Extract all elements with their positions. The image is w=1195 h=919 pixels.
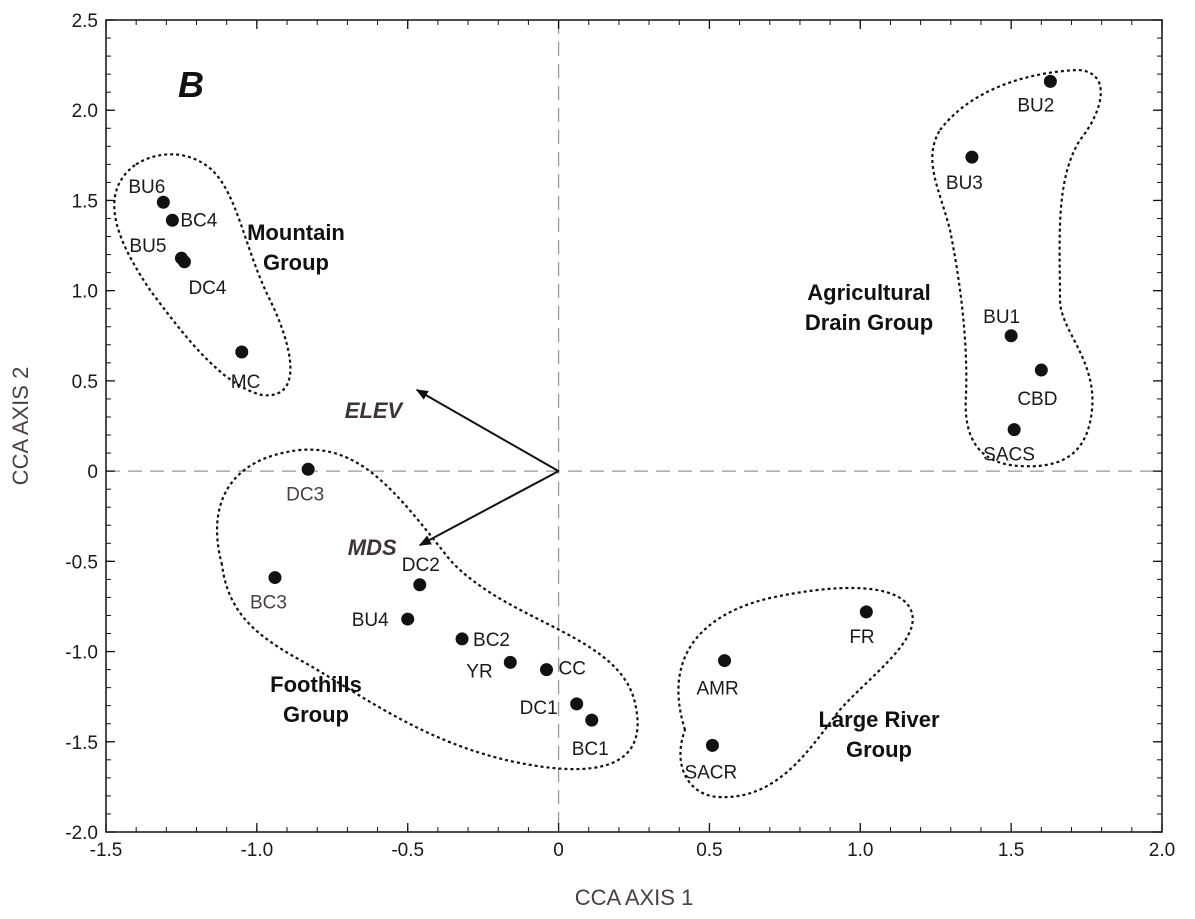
point-label-mc: MC [231, 372, 261, 393]
axis-ticks: -1.5 -1.0 -0.5 0 0.5 1.0 1.5 2.0 2.5 2.0 1.5 1.0 0.5… [65, 11, 1175, 861]
group-label-line: Group [263, 250, 329, 275]
y-tick-label: -2.0 [65, 823, 98, 844]
point-label-bu2: BU2 [1017, 95, 1054, 116]
group-label: Mountain Group [247, 220, 345, 275]
point-label-amr: AMR [697, 679, 739, 700]
group-labels: Mountain Group Foothills Group Large River Gr… [247, 220, 940, 762]
group-label: Foothills Group [270, 672, 362, 727]
point-bc1 [585, 713, 599, 727]
point-label-cbd: CBD [1017, 389, 1057, 410]
point-dc1 [570, 697, 584, 711]
point-dc2 [413, 578, 427, 592]
y-tick-label: -0.5 [65, 552, 98, 573]
point-sacr [705, 738, 719, 752]
foothills-group-outline [215, 448, 639, 771]
point-label-bu4: BU4 [352, 610, 389, 631]
point-label-fr: FR [849, 627, 874, 648]
point-label-bc1: BC1 [572, 739, 609, 760]
x-tick-label: -1.5 [90, 840, 123, 861]
point-dc3 [301, 462, 315, 476]
point-sacs [1007, 423, 1021, 437]
y-tick-label: 1.0 [72, 282, 98, 303]
x-tick-label: -0.5 [391, 840, 424, 861]
point-label-bc4: BC4 [180, 210, 217, 231]
y-tick-label: -1.0 [65, 643, 98, 664]
point-cbd [1034, 363, 1048, 377]
group-label: Agricultural Drain Group [805, 280, 933, 335]
environmental-vectors: ELEV MDS [345, 389, 560, 560]
y-tick-label: 2.5 [72, 11, 98, 32]
x-tick-label: 2.0 [1149, 840, 1175, 861]
point-bc3 [268, 571, 282, 585]
group-outlines [113, 68, 1102, 799]
large-river-group-outline [677, 586, 914, 799]
point-label-bc2: BC2 [473, 630, 510, 651]
group-label-line: Mountain [247, 220, 345, 245]
vector-elev [415, 389, 560, 472]
point-bc4 [165, 213, 179, 227]
agricultural-drain-group-outline [931, 68, 1102, 468]
point-bu2 [1043, 74, 1057, 88]
point-bu4 [401, 612, 415, 626]
point-mc [235, 345, 249, 359]
point-label-bu6: BU6 [128, 177, 165, 198]
point-amr [718, 654, 732, 668]
x-tick-label: -1.0 [240, 840, 273, 861]
x-tick-label: 1.5 [998, 840, 1024, 861]
x-tick-label: 0.5 [696, 840, 722, 861]
group-label-line: Agricultural [807, 280, 930, 305]
y-axis-title: CCA AXIS 2 [8, 367, 33, 486]
mountain-group-outline [113, 153, 292, 397]
group-label-line: Foothills [270, 672, 362, 697]
point-bu3 [965, 150, 979, 164]
panel-label: B [178, 64, 204, 105]
reference-lines [106, 20, 1162, 832]
group-label-line: Drain Group [805, 310, 933, 335]
x-axis-title: CCA AXIS 1 [575, 885, 694, 910]
point-bu6 [156, 195, 170, 209]
point-cc [540, 663, 554, 677]
y-tick-label: 2.0 [72, 101, 98, 122]
point-label-cc: CC [559, 659, 586, 680]
point-label-sacr: SACR [684, 762, 737, 783]
point-label-dc4: DC4 [188, 278, 226, 299]
y-tick-label: -1.5 [65, 733, 98, 754]
point-label-dc2: DC2 [402, 555, 440, 576]
point-yr [503, 655, 517, 669]
vector-label-elev: ELEV [345, 398, 405, 423]
point-bu1 [1004, 329, 1018, 343]
y-tick-label: 1.5 [72, 191, 98, 212]
point-bc2 [455, 632, 469, 646]
point-label-sacs: SACS [983, 445, 1035, 466]
y-tick-label: 0 [87, 462, 98, 483]
point-label-dc1: DC1 [520, 698, 558, 719]
point-fr [859, 605, 873, 619]
point-label-bu5: BU5 [129, 236, 166, 257]
vector-mds [418, 470, 560, 546]
point-label-bu3: BU3 [946, 173, 983, 194]
group-label-line: Group [846, 737, 912, 762]
vector-label-mds: MDS [348, 535, 397, 560]
plot-frame [105, 19, 1163, 833]
x-tick-label: 1.0 [847, 840, 873, 861]
point-label-bu1: BU1 [983, 307, 1020, 328]
y-tick-label: 0.5 [72, 372, 98, 393]
point-dc4 [177, 255, 191, 269]
x-tick-label: 0 [553, 840, 564, 861]
group-label-line: Large River [818, 707, 939, 732]
group-label-line: Group [283, 702, 349, 727]
point-label-dc3: DC3 [286, 484, 324, 505]
point-label-bc3: BC3 [250, 593, 287, 614]
group-label: Large River Group [818, 707, 939, 762]
point-label-yr: YR [466, 661, 492, 682]
